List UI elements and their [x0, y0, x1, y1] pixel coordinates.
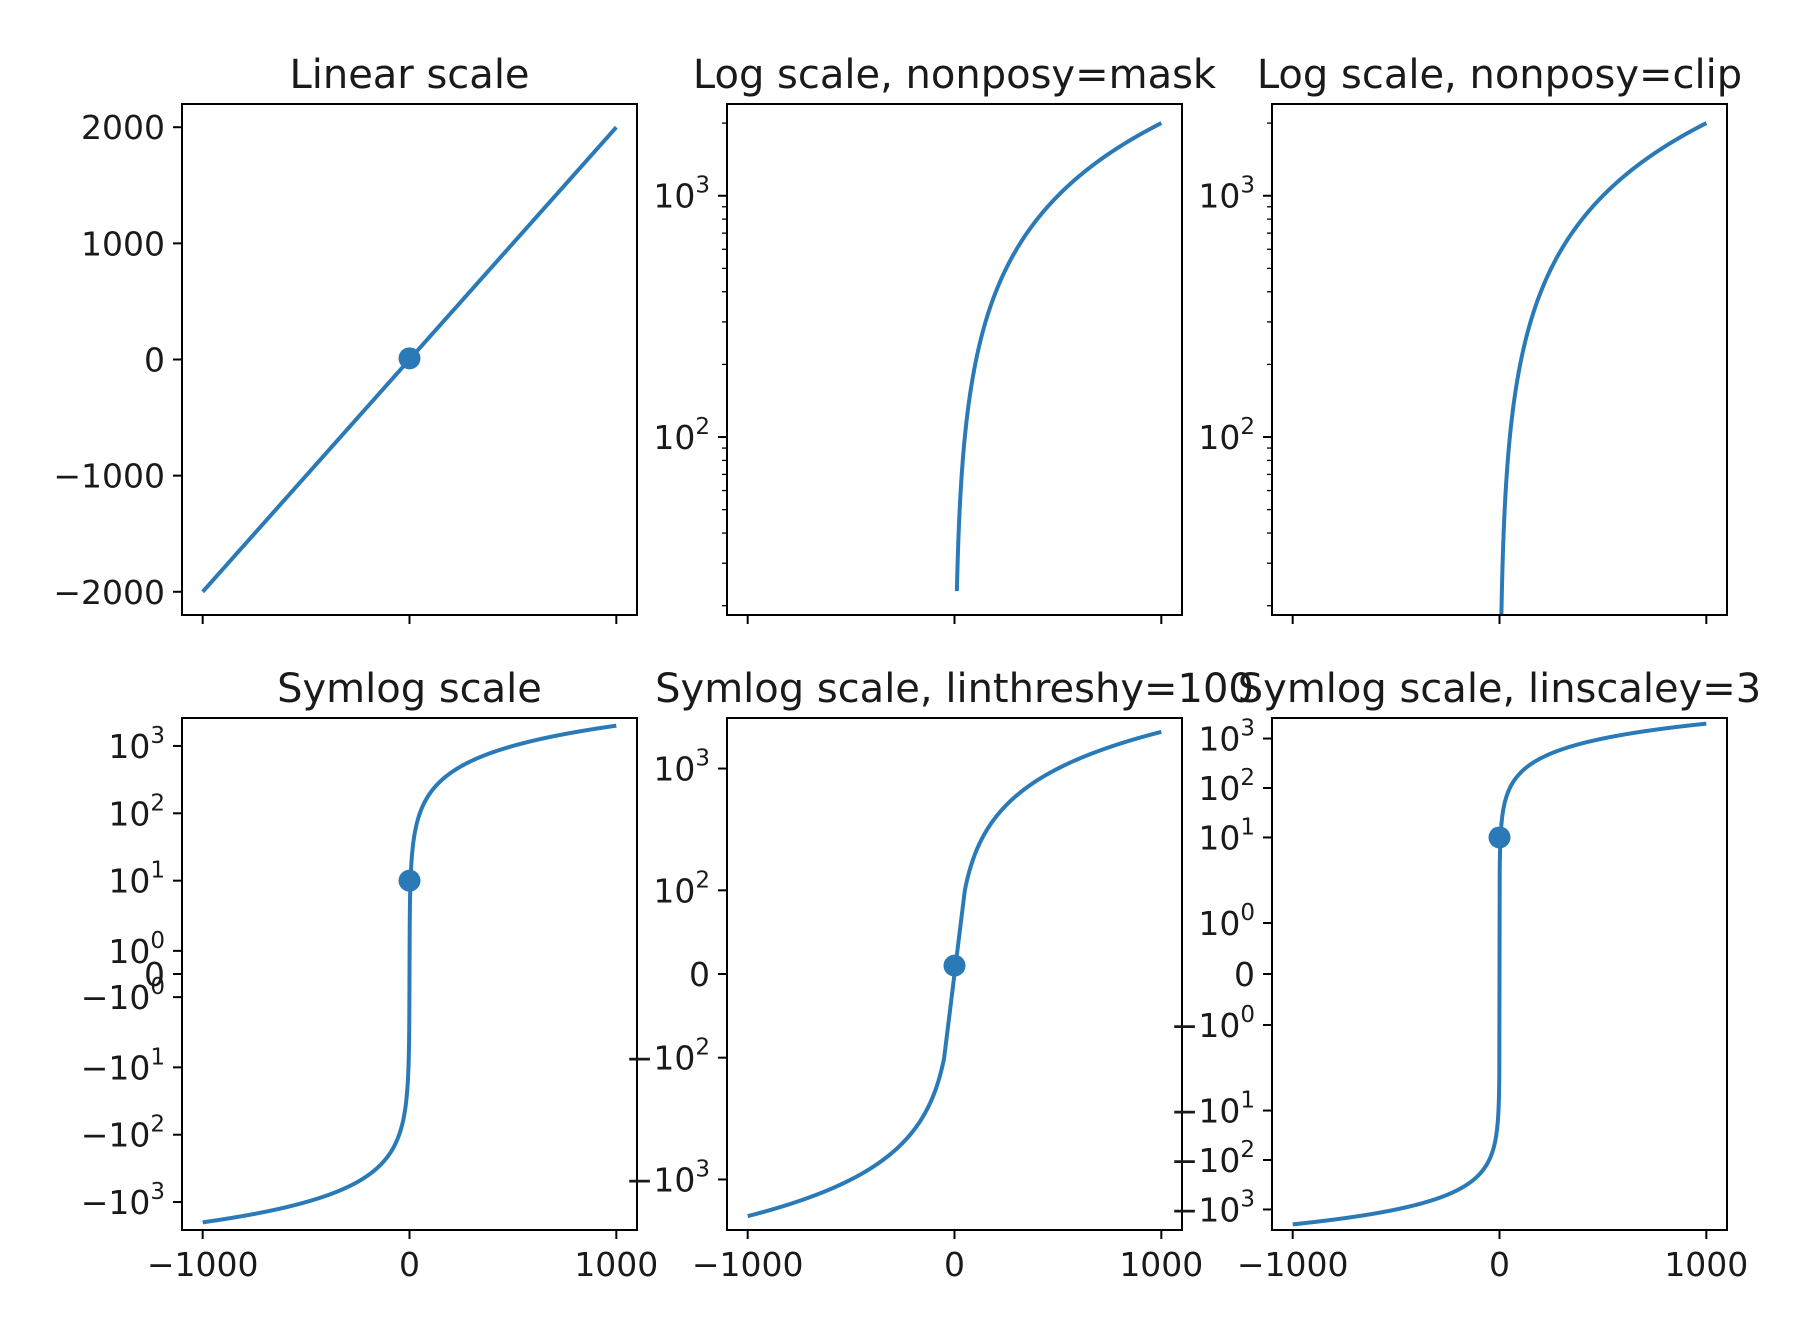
x-tick-label: 0	[399, 1245, 420, 1284]
y-tick-label: −102	[1171, 1137, 1255, 1180]
panel-6: Symlog scale, linscaley=3−1000 0 100010310…	[1171, 666, 1762, 1284]
panel-title: Symlog scale	[277, 666, 542, 712]
panel-1: Linear scale 2000 1000 0 −1000 −2000	[53, 52, 638, 624]
y-tick-label: 102	[653, 414, 710, 457]
axes-frame	[1271, 103, 1728, 616]
series-line	[200, 723, 619, 1225]
y-tick-label: 100	[1198, 900, 1255, 943]
panel-title: Symlog scale, linscaley=3	[1238, 666, 1762, 712]
axes-frame	[726, 103, 1183, 616]
y-tick-label: −103	[626, 1156, 710, 1199]
x-tick-label: 0	[944, 1245, 965, 1284]
y-tick-label: −1000	[53, 457, 165, 496]
panel-title: Log scale, nonposy=mask	[693, 52, 1217, 98]
panel-3: Log scale, nonposy=clip 103 102	[1198, 52, 1742, 624]
y-tick-label: 103	[1198, 173, 1255, 216]
panel-title: Linear scale	[289, 52, 529, 98]
y-tick-label: −100	[1171, 1002, 1255, 1045]
y-tick-label: 2000	[81, 108, 165, 147]
y-tick-label: −101	[1171, 1088, 1255, 1131]
y-tick-label: 101	[1198, 814, 1255, 857]
panel-title: Log scale, nonposy=clip	[1257, 52, 1742, 98]
x-tick-label: 1000	[1119, 1245, 1203, 1284]
y-tick-label: −103	[81, 1179, 165, 1222]
x-tick-label: 1000	[574, 1245, 658, 1284]
y-tick-label: −2000	[53, 573, 165, 612]
y-tick-label: −103	[1171, 1186, 1255, 1229]
y-tick-label: 102	[653, 867, 710, 910]
y-tick-label: 0	[144, 955, 165, 994]
x-tick-label: −1000	[692, 1245, 804, 1284]
y-tick-label: 102	[1198, 414, 1255, 457]
y-tick-label: −102	[626, 1035, 710, 1078]
y-tick-label: −101	[81, 1044, 165, 1087]
panel-5: Symlog scale, linthreshy=100−1000 0 100010…	[626, 666, 1254, 1284]
panel-4: Symlog scale−1000 0 10001031021011000−100−…	[81, 666, 659, 1284]
y-tick-label: 1000	[81, 224, 165, 263]
x-tick-label: 0	[1489, 1245, 1510, 1284]
panel-title: Symlog scale, linthreshy=100	[655, 666, 1254, 712]
data-point-marker	[943, 954, 966, 977]
series-line	[954, 121, 1164, 592]
x-tick-label: −1000	[1237, 1245, 1349, 1284]
y-tick-label: 103	[653, 746, 710, 789]
x-tick-label: −1000	[147, 1245, 259, 1284]
y-tick-label: 103	[108, 723, 165, 766]
data-point-marker	[398, 347, 421, 370]
y-tick-label: −100	[81, 974, 165, 1017]
y-tick-label: 102	[1198, 765, 1255, 808]
y-tick-label: −102	[81, 1112, 165, 1155]
data-point-marker	[398, 869, 421, 892]
panel-2: Log scale, nonposy=mask 103 102	[653, 52, 1217, 624]
y-tick-label: 101	[108, 858, 165, 901]
y-tick-label: 103	[653, 173, 710, 216]
y-tick-label: 102	[108, 790, 165, 833]
series-line	[1290, 721, 1709, 1227]
data-point-marker	[1488, 826, 1511, 849]
y-tick-label: 0	[689, 955, 710, 994]
x-tick-label: 1000	[1664, 1245, 1748, 1284]
y-tick-label: 0	[1234, 955, 1255, 994]
y-tick-label: 100	[108, 928, 165, 971]
y-tick-label: 0	[144, 341, 165, 380]
series-line	[1499, 121, 1709, 615]
y-tick-label: 103	[1198, 716, 1255, 759]
